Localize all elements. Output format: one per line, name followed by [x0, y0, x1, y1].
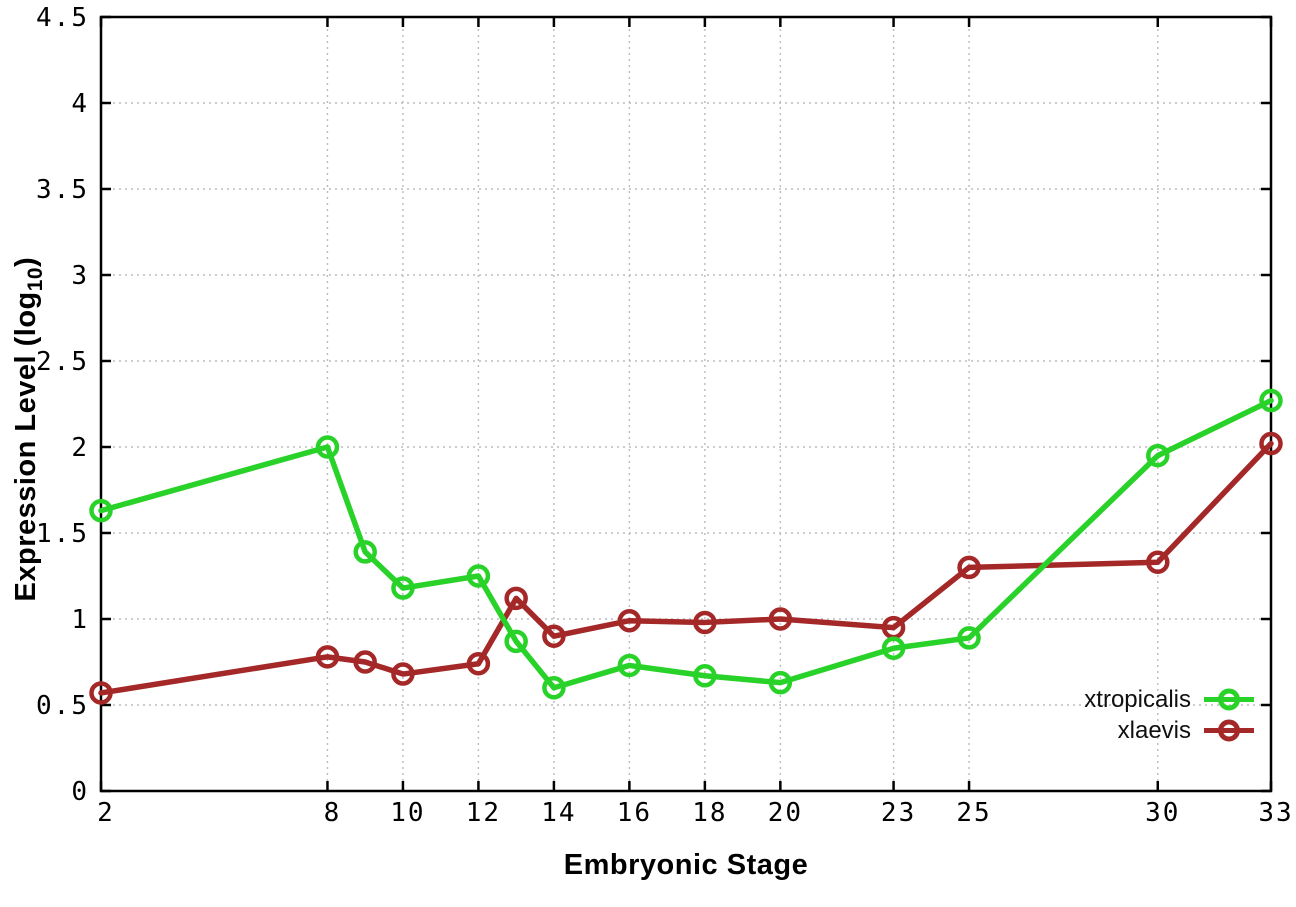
y-axis-label-suffix: ) — [9, 256, 42, 267]
x-tick-label-2: 2 — [97, 798, 115, 828]
data-point-xtropicalis-13 — [504, 629, 528, 654]
data-point-xtropicalis-25 — [957, 626, 981, 650]
x-tick-label-23: 23 — [881, 798, 916, 828]
data-point-xlaevis-8 — [315, 645, 340, 669]
data-point-xlaevis-12 — [466, 651, 491, 676]
legend-entry-xtropicalis: xtropicalis — [1084, 686, 1255, 713]
y-axis-label-subscript: 10 — [24, 266, 48, 292]
data-point-xtropicalis-33 — [1259, 388, 1283, 413]
x-axis-label: Embryonic Stage — [563, 849, 809, 881]
data-point-xlaevis-16 — [617, 608, 642, 633]
data-point-xlaevis-10 — [391, 662, 415, 686]
y-tick-label-1.5: 1.5 — [36, 519, 89, 549]
x-tick-label-16: 16 — [617, 798, 652, 828]
x-tick-label-30: 30 — [1145, 798, 1180, 828]
x-tick-label-8: 8 — [324, 798, 342, 828]
series-line-xlaevis — [98, 440, 1274, 696]
data-point-xtropicalis-10 — [391, 576, 415, 600]
data-point-xlaevis-2 — [89, 681, 113, 705]
y-tick-label-2: 2 — [71, 433, 89, 463]
data-point-xlaevis-25 — [957, 555, 981, 580]
data-point-xtropicalis-12 — [466, 564, 491, 588]
data-point-xlaevis-20 — [768, 607, 793, 631]
legend-label-xtropicalis: xtropicalis — [1084, 685, 1191, 713]
plot-border — [99, 15, 1273, 793]
y-tick-label-4.5: 4.5 — [36, 3, 89, 33]
legend-marker-xtropicalis-icon — [1204, 688, 1254, 711]
x-tick-label-25: 25 — [956, 798, 991, 828]
data-point-xtropicalis-14 — [542, 676, 566, 700]
data-point-xtropicalis-20 — [768, 670, 793, 695]
x-tick-label-12: 12 — [466, 798, 501, 828]
y-tick-label-0.5: 0.5 — [36, 691, 89, 721]
data-point-xlaevis-30 — [1146, 550, 1170, 574]
y-tick-label-3.5: 3.5 — [36, 175, 89, 205]
data-point-xlaevis-9 — [353, 650, 377, 674]
x-tick-label-10: 10 — [390, 798, 425, 828]
data-point-xtropicalis-23 — [881, 636, 906, 660]
y-tick-label-0: 0 — [71, 777, 89, 807]
data-point-xlaevis-33 — [1259, 431, 1283, 456]
data-point-xlaevis-13 — [504, 586, 528, 611]
legend: xtropicalis xlaevis — [1084, 686, 1255, 744]
y-axis-label-text: Expression Level (log — [9, 291, 42, 602]
data-point-xtropicalis-18 — [693, 664, 717, 688]
y-tick-label-2.5: 2.5 — [36, 347, 89, 377]
data-point-xtropicalis-30 — [1146, 443, 1170, 468]
series-line-xtropicalis — [98, 397, 1274, 691]
data-point-xtropicalis-16 — [617, 653, 642, 678]
data-point-xtropicalis-9 — [353, 540, 377, 564]
y-tick-label-3: 3 — [71, 261, 89, 291]
legend-marker-xlaevis-icon — [1204, 719, 1254, 742]
y-tick-label-1: 1 — [71, 605, 89, 635]
x-tick-label-14: 14 — [541, 798, 576, 828]
y-axis-label: Expression Level (log10) — [10, 129, 48, 729]
data-point-xtropicalis-2 — [89, 498, 113, 523]
data-point-xtropicalis-8 — [315, 435, 340, 459]
legend-entry-xlaevis: xlaevis — [1084, 717, 1255, 744]
x-tick-label-20: 20 — [768, 798, 803, 828]
y-tick-label-4: 4 — [71, 89, 89, 119]
data-point-xlaevis-18 — [693, 610, 717, 635]
x-tick-label-33: 33 — [1258, 798, 1293, 828]
x-tick-label-18: 18 — [692, 798, 727, 828]
data-point-xlaevis-14 — [542, 624, 566, 648]
legend-label-xlaevis: xlaevis — [1117, 716, 1191, 744]
